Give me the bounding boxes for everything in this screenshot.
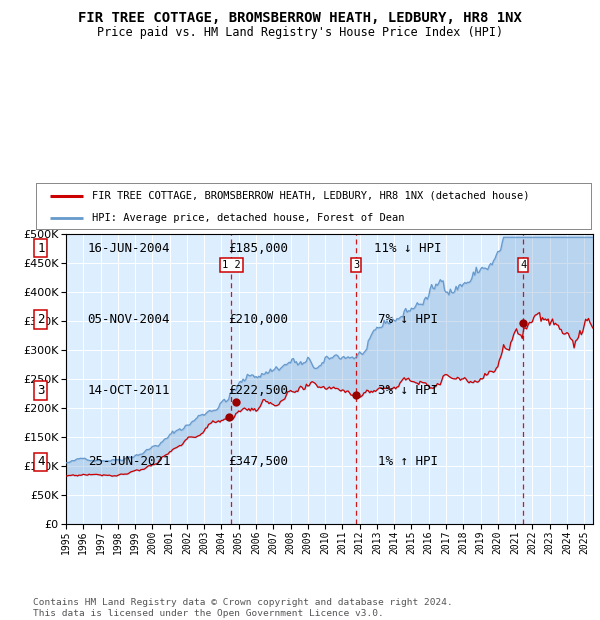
Text: 4: 4: [520, 260, 526, 270]
Text: 14-OCT-2011: 14-OCT-2011: [88, 384, 170, 397]
Text: 3: 3: [353, 260, 359, 270]
Text: 1 2: 1 2: [222, 260, 241, 270]
Text: 3: 3: [37, 384, 44, 397]
Text: This data is licensed under the Open Government Licence v3.0.: This data is licensed under the Open Gov…: [33, 609, 384, 618]
Text: £185,000: £185,000: [228, 242, 288, 254]
Text: FIR TREE COTTAGE, BROMSBERROW HEATH, LEDBURY, HR8 1NX (detached house): FIR TREE COTTAGE, BROMSBERROW HEATH, LED…: [92, 191, 529, 201]
Text: 1% ↑ HPI: 1% ↑ HPI: [378, 456, 438, 468]
Text: 1: 1: [37, 242, 44, 254]
Text: 2: 2: [37, 313, 44, 326]
Text: 4: 4: [37, 456, 44, 468]
Text: FIR TREE COTTAGE, BROMSBERROW HEATH, LEDBURY, HR8 1NX: FIR TREE COTTAGE, BROMSBERROW HEATH, LED…: [78, 11, 522, 25]
Text: 11% ↓ HPI: 11% ↓ HPI: [374, 242, 442, 254]
Text: Contains HM Land Registry data © Crown copyright and database right 2024.: Contains HM Land Registry data © Crown c…: [33, 598, 453, 607]
Text: 25-JUN-2021: 25-JUN-2021: [88, 456, 170, 468]
Text: £222,500: £222,500: [228, 384, 288, 397]
Text: HPI: Average price, detached house, Forest of Dean: HPI: Average price, detached house, Fore…: [92, 213, 404, 223]
Text: £210,000: £210,000: [228, 313, 288, 326]
Text: 05-NOV-2004: 05-NOV-2004: [88, 313, 170, 326]
Text: 7% ↓ HPI: 7% ↓ HPI: [378, 313, 438, 326]
Text: 16-JUN-2004: 16-JUN-2004: [88, 242, 170, 254]
Text: £347,500: £347,500: [228, 456, 288, 468]
Text: 3% ↓ HPI: 3% ↓ HPI: [378, 384, 438, 397]
Text: Price paid vs. HM Land Registry's House Price Index (HPI): Price paid vs. HM Land Registry's House …: [97, 26, 503, 39]
